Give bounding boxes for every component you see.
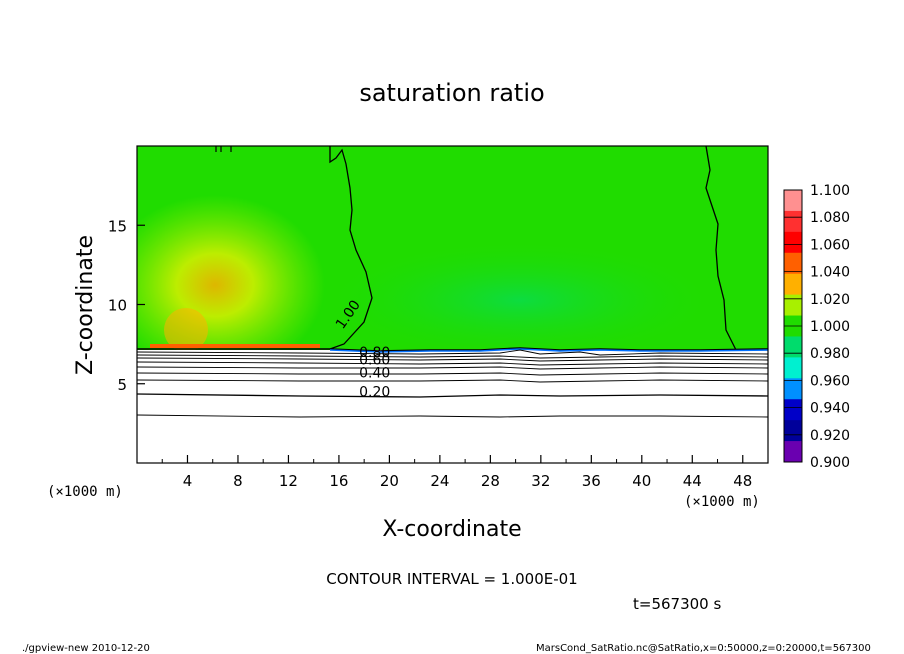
colorbar-label: 0.960 <box>810 373 850 389</box>
x-tick-label: 8 <box>233 472 243 490</box>
colorbar-label: 1.020 <box>810 292 850 308</box>
field-hot-strip <box>150 344 320 348</box>
contour-front-blue <box>329 348 768 353</box>
contour-label: 0.40 <box>359 365 390 381</box>
colorbar-band <box>784 210 802 233</box>
contour-label: 0.20 <box>359 384 390 400</box>
colorbar-band <box>784 252 802 275</box>
x-unit-right: (×1000 m) <box>684 494 760 510</box>
chart-title: saturation ratio <box>359 79 544 107</box>
contour-front <box>137 347 768 352</box>
contour-lines <box>137 349 768 418</box>
y-tick-label: 15 <box>108 217 127 235</box>
colorbar-band <box>784 294 802 317</box>
colorbar-band <box>784 441 802 463</box>
x-tick-label: 24 <box>430 472 449 490</box>
colorbar-band <box>784 231 802 254</box>
contour-label: 0.60 <box>359 353 390 369</box>
x-tick-label: 16 <box>329 472 348 490</box>
contour-label: 0.80 <box>359 345 390 361</box>
field-warm-core <box>164 308 208 352</box>
colorbar-band <box>784 336 802 358</box>
y-tick-label: 5 <box>117 376 127 394</box>
x-axis-label: X-coordinate <box>382 517 521 542</box>
contour-interval: CONTOUR INTERVAL = 1.000E-01 <box>326 570 577 588</box>
footer-left: ./gpview-new 2010-12-20 <box>22 643 150 654</box>
x-tick-label: 44 <box>683 472 702 490</box>
colorbar-band <box>784 190 802 212</box>
colorbar-label: 1.040 <box>810 265 850 281</box>
colorbar-band <box>784 399 802 421</box>
top-ticks <box>215 146 232 152</box>
x-tick-label: 20 <box>380 472 399 490</box>
colorbar-label: 0.920 <box>810 428 850 444</box>
x-tick-label: 12 <box>279 472 298 490</box>
footer-right: MarsCond_SatRatio.nc@SatRatio,x=0:50000,… <box>536 643 871 654</box>
x-tick-label: 36 <box>582 472 601 490</box>
colorbar: 1.100 1.080 1.060 1.040 1.020 1.000 0.980 0.960… <box>783 183 850 471</box>
x-unit-left: (×1000 m) <box>47 484 123 500</box>
colorbar-label: 0.940 <box>810 401 850 417</box>
y-ticks: 5 10 15 <box>108 217 145 394</box>
x-ticks: 4 8 12 16 20 24 28 32 36 40 44 48 <box>161 455 752 490</box>
y-tick-label: 10 <box>108 297 127 315</box>
colorbar-label: 1.060 <box>810 237 850 253</box>
colorbar-label: 1.000 <box>810 319 850 335</box>
x-tick-label: 4 <box>183 472 193 490</box>
time-label: t=567300 s <box>633 595 721 613</box>
field-lower <box>137 350 768 463</box>
x-tick-label: 32 <box>531 472 550 490</box>
y-axis-label: Z-coordinate <box>73 235 98 375</box>
colorbar-band <box>784 273 802 296</box>
x-tick-label: 28 <box>481 472 500 490</box>
contour-1.00-left <box>329 146 373 350</box>
colorbar-band <box>784 420 802 442</box>
x-tick-label: 48 <box>733 472 752 490</box>
field-cool-region <box>320 240 720 360</box>
plot-area <box>137 146 768 463</box>
colorbar-label: 0.980 <box>810 346 850 362</box>
colorbar-label: 1.080 <box>810 210 850 226</box>
colorbar-band <box>784 357 802 379</box>
colorbar-label: 1.100 <box>810 183 850 199</box>
x-tick-label: 40 <box>632 472 651 490</box>
colorbar-label: 0.900 <box>810 455 850 471</box>
contour-1.00-right <box>705 146 768 351</box>
colorbar-band <box>784 378 802 400</box>
